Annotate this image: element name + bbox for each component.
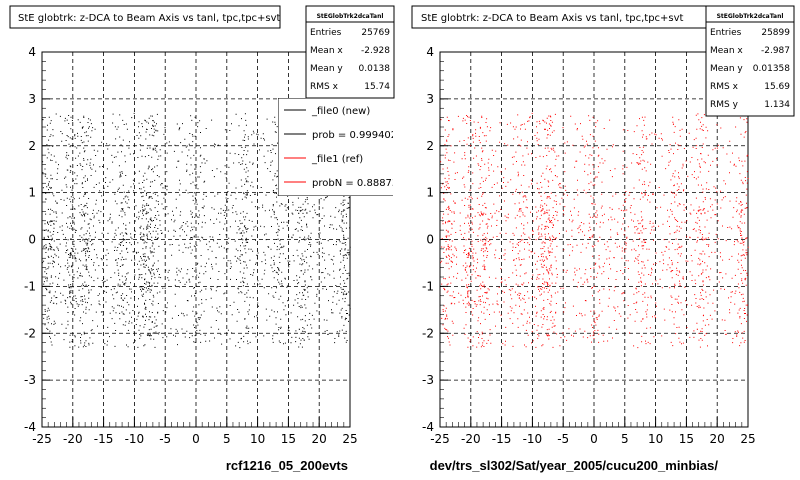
right-histogram-panel: StE globtrk: z-DCA to Beam Axis vs tanl,…: [411, 5, 795, 473]
y-tick-label: -2: [24, 326, 36, 340]
y-tick-label: 1: [426, 186, 434, 200]
x-tick-label: -10: [523, 432, 543, 446]
x-tick-label: 5: [621, 432, 629, 446]
stats-label: RMS x: [710, 82, 739, 92]
stats-value: -2.987: [761, 46, 790, 56]
x-tick-label: 20: [710, 432, 725, 446]
stats-label: RMS y: [710, 100, 739, 110]
stats-value: 0.01358: [753, 64, 790, 74]
stats-value: -2.928: [361, 46, 390, 56]
stats-box-frame: [705, 5, 795, 117]
right-x-axis: -25 -20 -15 -10 -5 0 5 10 15 20 25: [430, 417, 756, 446]
right-y-axis: -4 -3 -2 -1 0 1 2 3 4: [422, 45, 448, 434]
right-x-axis-label: dev/trs_sl302/Sat/year_2005/cucu200_minb…: [430, 458, 719, 473]
stats-value: 15.69: [764, 82, 790, 92]
stats-name: StEGlobTrk2dcaTanl: [317, 13, 384, 20]
x-tick-label: 25: [740, 432, 755, 446]
legend-box: _file0 (new) prob = 0.999402 _file1 (ref) p…: [278, 98, 405, 196]
x-tick-label: -10: [125, 432, 145, 446]
legend-entry: _file1 (ref): [311, 154, 363, 165]
x-tick-label: 10: [250, 432, 265, 446]
legend-entry: prob = 0.999402: [312, 130, 397, 141]
x-tick-label: -5: [557, 432, 569, 446]
stats-label: Mean y: [710, 64, 743, 74]
y-tick-label: 2: [28, 139, 36, 153]
y-tick-label: 3: [426, 92, 434, 106]
left-y-axis: -4 -3 -2 -1 0 1 2 3 4: [24, 45, 50, 434]
y-tick-label: 4: [28, 45, 36, 59]
y-tick-label: 0: [426, 233, 434, 247]
x-tick-label: 0: [590, 432, 598, 446]
x-tick-label: -15: [94, 432, 114, 446]
y-tick-label: -3: [422, 373, 434, 387]
left-x-axis: -25 -20 -15 -10 -5 0 5 10 15 20 25: [32, 417, 358, 446]
stats-label: RMS x: [310, 82, 339, 92]
legend-entry: _file0 (new): [311, 106, 370, 117]
stats-name: StEGlobTrk2dcaTanl: [717, 13, 784, 20]
x-tick-label: 15: [281, 432, 296, 446]
x-tick-label: -5: [159, 432, 171, 446]
x-tick-label: -25: [430, 432, 450, 446]
legend-frame: [278, 98, 393, 196]
x-tick-label: 20: [312, 432, 327, 446]
y-tick-label: -1: [422, 279, 434, 293]
x-tick-label: -25: [32, 432, 52, 446]
left-title-box: [9, 5, 281, 29]
y-tick-label: 0: [28, 233, 36, 247]
x-tick-label: 5: [223, 432, 231, 446]
stats-value: 15.74: [364, 82, 390, 92]
stats-label: Mean x: [710, 46, 743, 56]
stats-label: Mean x: [310, 46, 343, 56]
y-tick-label: 3: [28, 92, 36, 106]
y-tick-label: 4: [426, 45, 434, 59]
y-tick-label: -2: [422, 326, 434, 340]
y-tick-label: -1: [24, 279, 36, 293]
y-tick-label: 2: [426, 139, 434, 153]
x-tick-label: -20: [63, 432, 83, 446]
stats-label: Mean y: [310, 64, 343, 74]
x-tick-label: -20: [461, 432, 481, 446]
left-x-axis-label: rcf1216_05_200evts: [226, 458, 348, 473]
x-tick-label: 10: [648, 432, 663, 446]
y-tick-label: -3: [24, 373, 36, 387]
x-tick-label: 0: [192, 432, 200, 446]
legend-entry: probN = 0.888737: [312, 178, 405, 189]
stats-value: 0.0138: [359, 64, 391, 74]
x-tick-label: -15: [492, 432, 512, 446]
stats-value: 25769: [361, 28, 390, 38]
left-stats-box: StEGlobTrk2dcaTanl Entries 25769 Mean x -2.9…: [305, 5, 395, 99]
y-tick-label: 1: [28, 186, 36, 200]
right-stats-box: StEGlobTrk2dcaTanl Entries 25899 Mean x -2.9…: [705, 5, 795, 117]
right-plot-title: StE globtrk: z-DCA to Beam Axis vs tanl,…: [421, 13, 684, 24]
stats-value: 1.134: [764, 100, 790, 110]
stats-value: 25899: [761, 28, 790, 38]
x-tick-label: 15: [679, 432, 694, 446]
y-tick-label: -4: [24, 420, 36, 434]
stats-label: Entries: [310, 28, 342, 38]
left-plot-title: StE globtrk: z-DCA to Beam Axis vs tanl,…: [18, 13, 281, 24]
y-tick-label: -4: [422, 420, 434, 434]
stats-label: Entries: [710, 28, 742, 38]
left-histogram-panel: StE globtrk: z-DCA to Beam Axis vs tanl,…: [9, 5, 405, 473]
x-tick-label: 25: [342, 432, 357, 446]
